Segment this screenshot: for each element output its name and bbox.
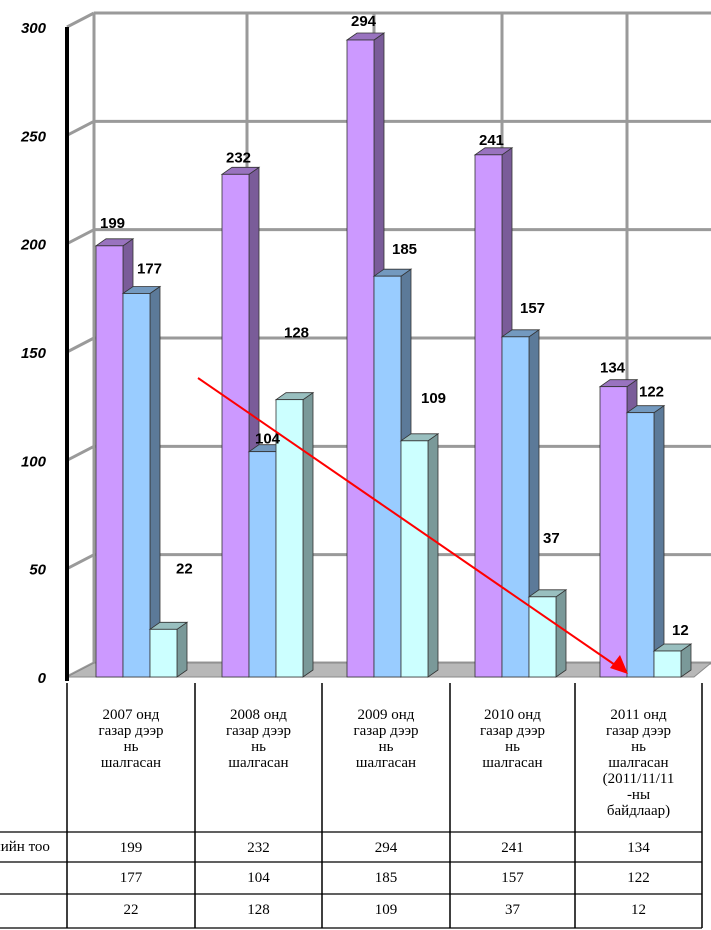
data-label-s2-c0: 22 (176, 560, 193, 577)
category-label-4-line-0: 2011 онд (610, 707, 667, 723)
bar-s0-c1 (221, 173, 250, 678)
trend-arrow-line (197, 377, 619, 668)
category-label-1-line-2: нь (251, 739, 266, 755)
category-label-2-line-0: 2009 онд (358, 707, 415, 723)
data-label-s0-c1: 232 (226, 149, 251, 166)
category-label-4-line-3: шалгасан (608, 755, 668, 771)
category-label-1-line-1: газар дээр (226, 723, 291, 739)
category-label-1-line-0: 2008 онд (230, 707, 287, 723)
bar-s0-c3 (474, 154, 503, 678)
table-cell-r1-c0: 177 (120, 870, 143, 886)
data-label-s2-c3: 37 (543, 530, 560, 547)
category-label-0-line-1: газар дээр (98, 723, 163, 739)
gridline-side-3 (66, 336, 95, 354)
y-tick-label-0: 0 (38, 670, 47, 687)
category-label-4-line-4: (2011/11/11 (603, 771, 675, 787)
bar-side-s2-c2 (427, 433, 439, 678)
category-label-1-line-3: шалгасан (228, 755, 288, 771)
bar-s2-c4 (653, 650, 682, 678)
table-cell-r2-c2: 109 (375, 902, 398, 918)
data-label-s0-c2: 294 (351, 13, 377, 30)
y-tick-label-5: 250 (20, 128, 47, 145)
category-label-3-line-0: 2010 онд (484, 707, 541, 723)
table-cell-r2-c1: 128 (247, 902, 270, 918)
table-cell-r1-c4: 122 (627, 870, 650, 886)
y-tick-label-3: 150 (21, 345, 47, 362)
y-tick-label-6: 300 (21, 20, 47, 37)
bar-side-s1-c0 (149, 285, 161, 678)
category-label-0-line-2: нь (124, 739, 139, 755)
data-label-s0-c4: 134 (600, 360, 626, 377)
bar-s2-c2 (400, 440, 429, 678)
data-label-s1-c2: 185 (392, 241, 417, 258)
category-label-4-line-2: нь (631, 739, 646, 755)
bar-s2-c3 (528, 596, 557, 678)
bar-s0-c4 (599, 386, 628, 678)
data-label-s1-c1: 104 (255, 431, 281, 448)
y-tick-label-4: 200 (20, 237, 47, 254)
bar-side-s2-c0 (176, 621, 188, 678)
gridline-side-1 (66, 553, 95, 570)
bar-s2-c1 (275, 399, 304, 678)
data-label-s0-c0: 199 (100, 215, 125, 232)
table-row-label-0: ...лийн тоо (0, 839, 50, 855)
table-cell-r0-c3: 241 (501, 840, 524, 856)
gridline-side-2 (66, 445, 95, 462)
gridline-side-4 (66, 228, 95, 245)
gridline-side-6 (66, 11, 95, 29)
category-label-4-line-1: газар дээр (606, 723, 671, 739)
data-label-s2-c1: 128 (284, 325, 309, 342)
table-cell-r2-c0: 22 (124, 902, 139, 918)
gridline-side-5 (66, 120, 95, 137)
data-label-s1-c0: 177 (137, 261, 162, 278)
data-label-s0-c3: 241 (479, 132, 504, 149)
category-label-2-line-2: нь (379, 739, 394, 755)
category-label-3-line-3: шалгасан (482, 755, 542, 771)
table-cell-r1-c2: 185 (375, 870, 398, 886)
table-cell-r2-c4: 12 (631, 902, 646, 918)
bar-side-s2-c3 (555, 589, 567, 678)
table-cell-r0-c4: 134 (627, 840, 650, 856)
bar-s2-c0 (149, 628, 178, 678)
category-label-3-line-2: нь (505, 739, 520, 755)
category-label-0-line-3: шалгасан (101, 755, 161, 771)
data-label-s2-c2: 109 (421, 390, 446, 407)
table-cell-r1-c1: 104 (247, 870, 270, 886)
category-label-2-line-1: газар дээр (353, 723, 418, 739)
category-label-3-line-1: газар дээр (480, 723, 545, 739)
table-cell-r2-c3: 37 (505, 902, 521, 918)
bar-side-s2-c1 (302, 391, 314, 678)
bar-s1-c4 (626, 412, 655, 678)
category-label-4-line-5: -ны (627, 787, 650, 803)
bar-s0-c0 (95, 245, 124, 678)
y-tick-label-1: 50 (29, 562, 46, 579)
y-tick-label-2: 100 (21, 453, 47, 470)
table-cell-r0-c0: 199 (120, 840, 143, 856)
data-label-s2-c4: 12 (672, 622, 689, 639)
bar-s1-c1 (248, 451, 277, 678)
data-label-s1-c3: 157 (520, 300, 545, 317)
table-cell-r0-c1: 232 (247, 840, 270, 856)
bar-s1-c3 (501, 336, 530, 678)
table-cell-r0-c2: 294 (375, 840, 398, 856)
category-label-2-line-3: шалгасан (356, 755, 416, 771)
data-label-s1-c4: 122 (639, 384, 664, 401)
bar-side-s1-c4 (653, 404, 665, 678)
trend-arrow-head (610, 655, 628, 674)
category-label-0-line-0: 2007 онд (103, 707, 160, 723)
category-label-4-line-6: байдлаар) (607, 803, 670, 819)
bar-s1-c0 (122, 293, 151, 678)
bar-s1-c2 (373, 275, 402, 678)
bar-s0-c2 (346, 39, 375, 678)
table-cell-r1-c3: 157 (501, 870, 524, 886)
